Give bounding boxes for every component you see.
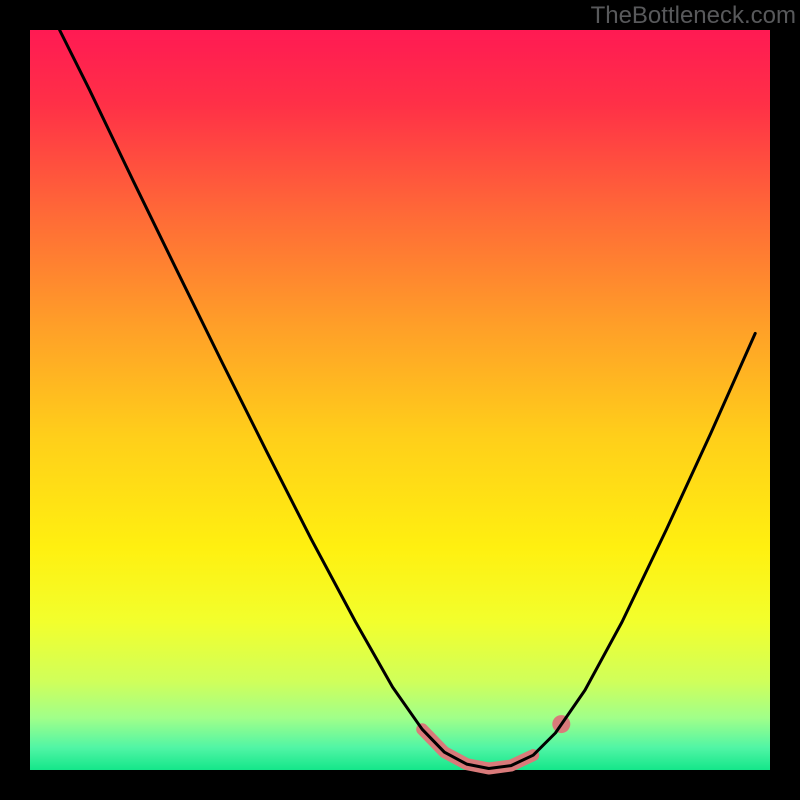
chart-container: TheBottleneck.com (0, 0, 800, 800)
plot-area (30, 30, 770, 770)
gradient-background (30, 30, 770, 770)
watermark-text: TheBottleneck.com (591, 2, 796, 30)
